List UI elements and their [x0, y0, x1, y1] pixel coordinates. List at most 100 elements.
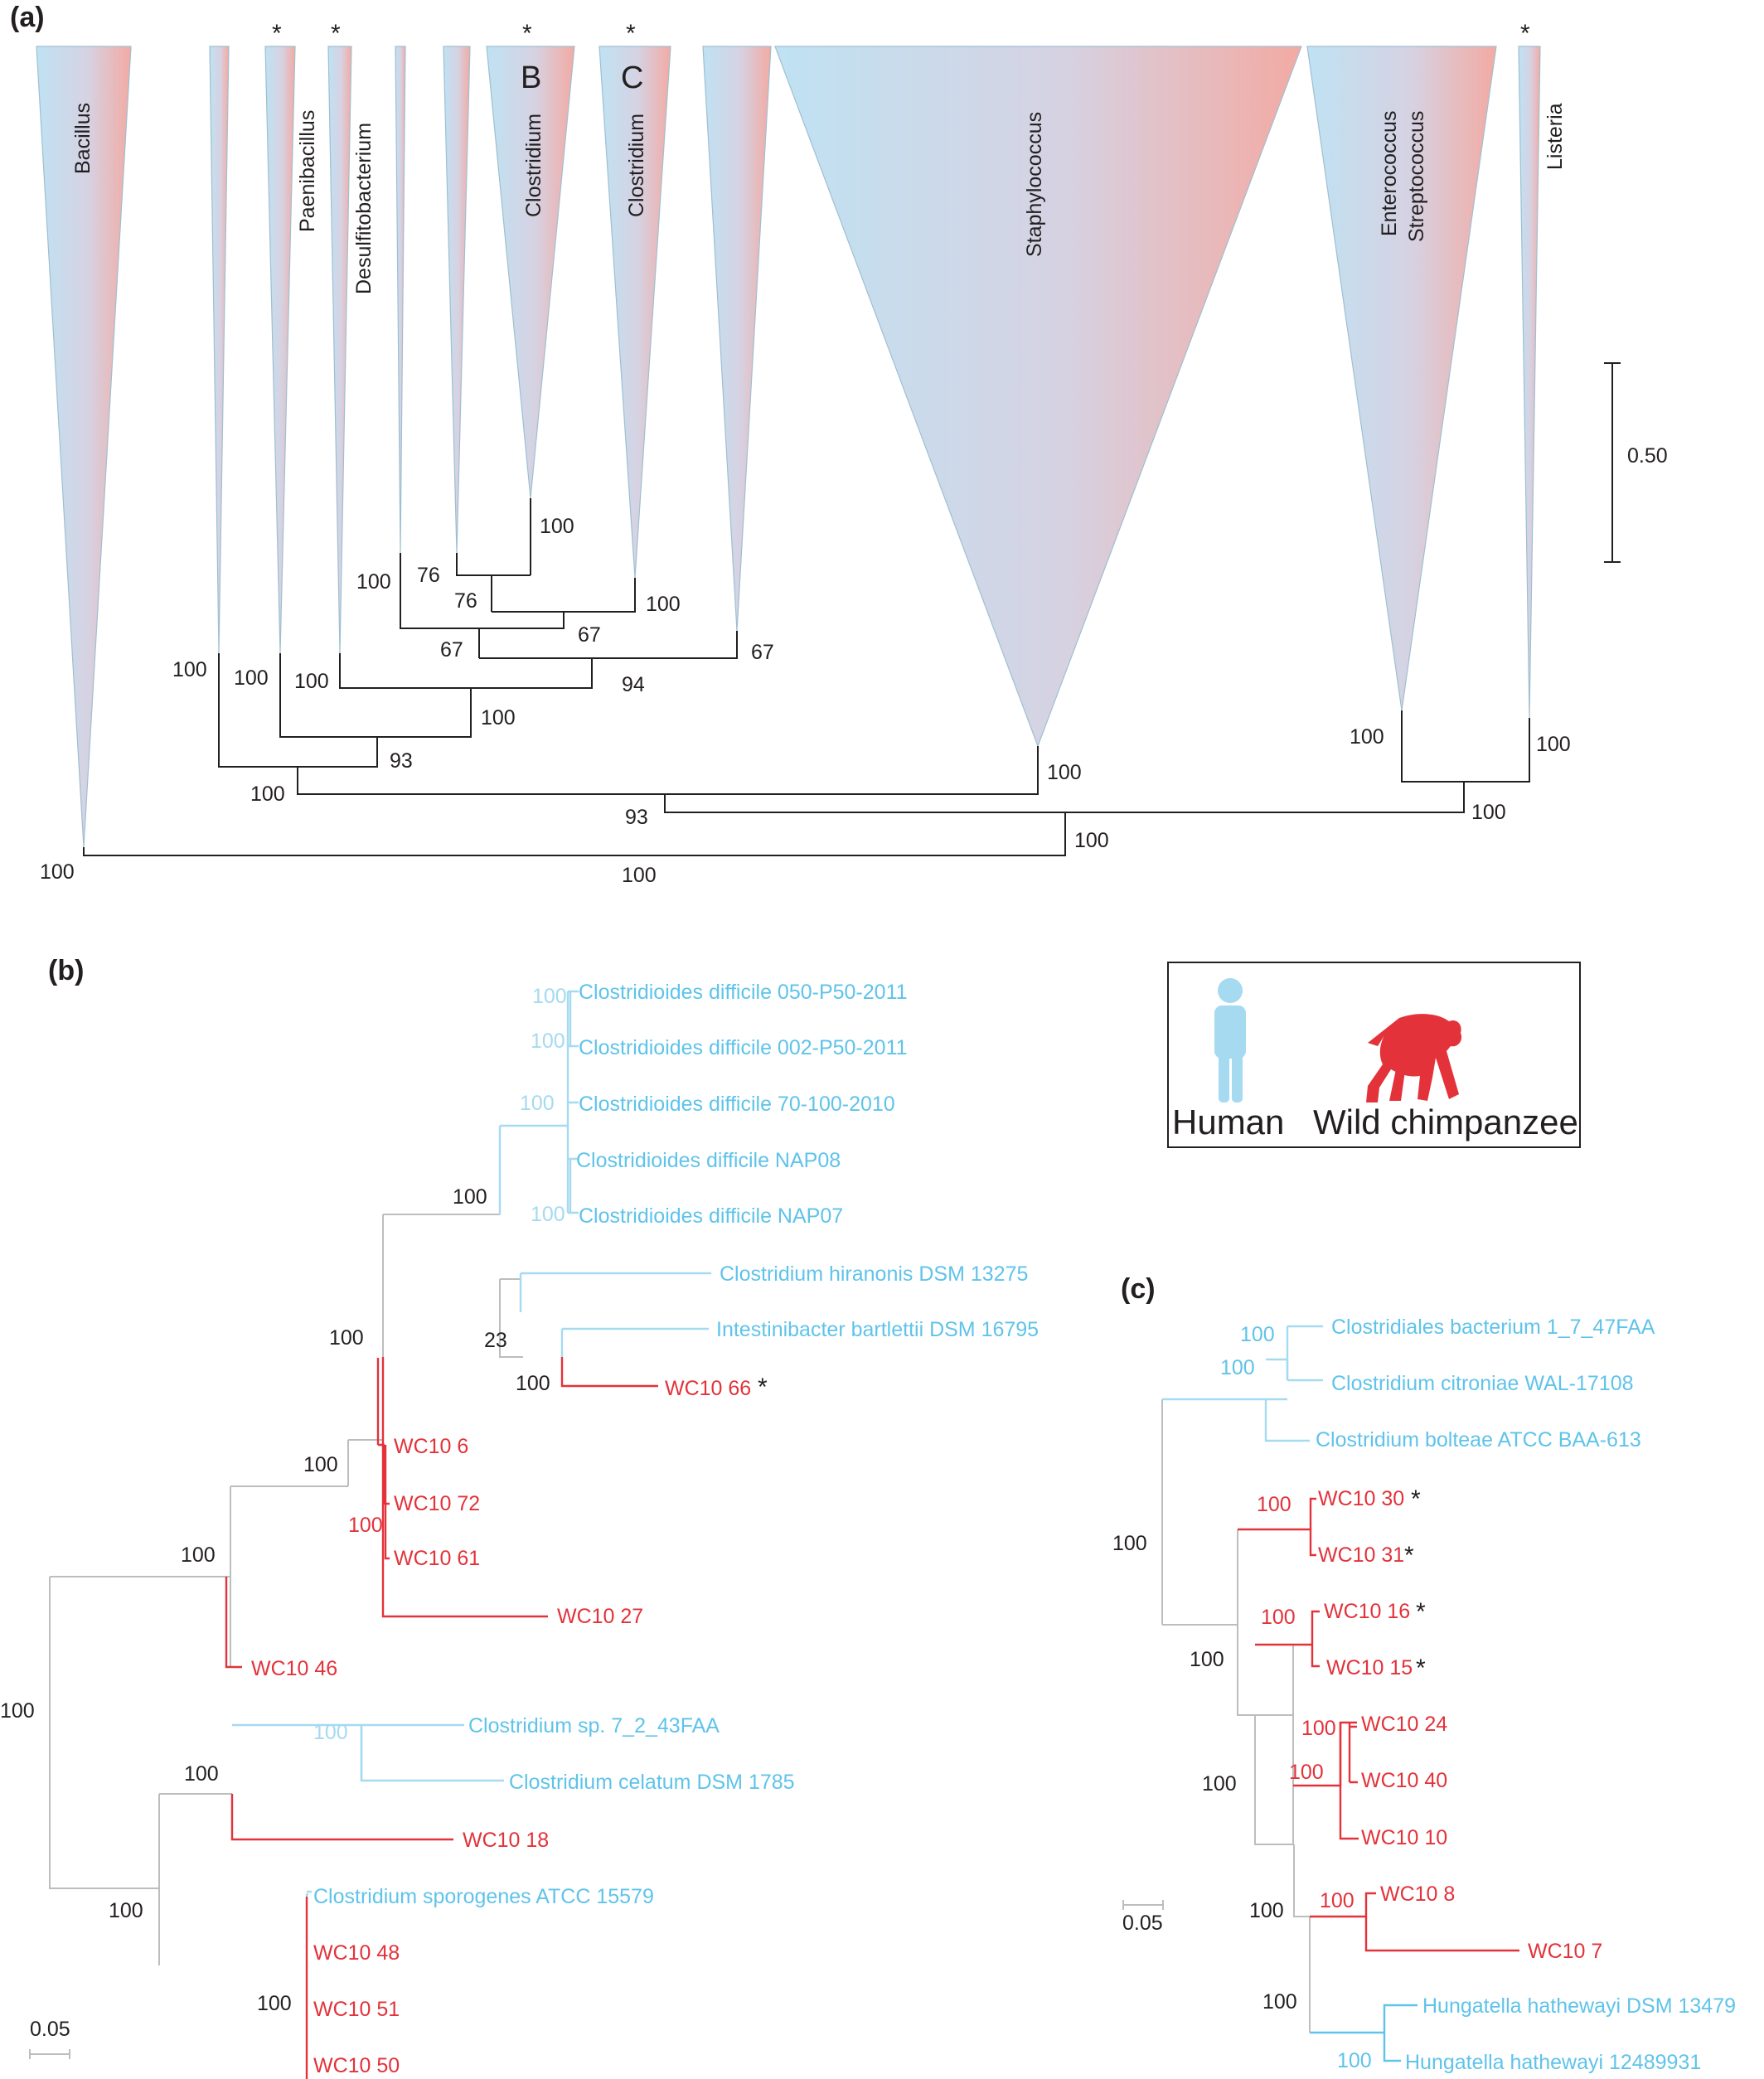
clade-triangles — [36, 46, 1541, 848]
chimpanzee-icon — [1366, 1014, 1462, 1102]
bootstrap-label: 100 — [1249, 1899, 1284, 1922]
legend-chimp-label: Wild chimpanzee — [1313, 1102, 1578, 1141]
panel-c: (c) Clostridiales bacterium 1 — [1112, 1273, 1736, 2074]
bootstrap-label: 100 — [181, 1544, 216, 1567]
tip-label: Clostridioides difficile NAP08 — [576, 1149, 841, 1172]
bootstrap-label: 100 — [1337, 2049, 1372, 2072]
clade-letter-c: C — [621, 61, 643, 95]
tip-label: Intestinibacter bartlettii DSM 16795 — [716, 1318, 1039, 1341]
tip-label: WC10 66 — [665, 1377, 751, 1400]
tree-c-tips: Clostridiales bacterium 1_7_47FAA Clostr… — [1316, 1316, 1736, 2074]
bootstrap-label: 100 — [1536, 733, 1571, 756]
tip-label: Clostridium hiranonis DSM 13275 — [720, 1262, 1028, 1286]
clade-triangle-clostridium-c — [598, 46, 671, 579]
bootstrap-label: 100 — [1257, 1493, 1292, 1516]
bootstrap-label: 67 — [440, 638, 463, 662]
tip-label: Clostridium sporogenes ATCC 15579 — [313, 1885, 654, 1908]
bootstrap-label: 100 — [250, 783, 285, 806]
tip-star: * — [758, 1374, 768, 1401]
bootstrap-label: 100 — [1262, 1990, 1297, 2014]
bootstrap-label: 100 — [532, 985, 567, 1008]
bootstrap-label: 100 — [1350, 725, 1384, 749]
tip-label: WC10 30 — [1318, 1487, 1404, 1510]
tip-label: WC10 48 — [313, 1941, 400, 1965]
bootstrap-label: 100 — [540, 515, 574, 538]
clade-label-bacillus: Bacillus — [71, 103, 94, 174]
bootstrap-label: 100 — [1202, 1772, 1237, 1796]
tip-label: WC10 16 — [1324, 1600, 1410, 1623]
bootstrap-label: 76 — [417, 564, 440, 587]
human-icon — [1214, 978, 1246, 1102]
tree-c-hungatella-branches — [1310, 2004, 1418, 2062]
bootstrap-label: 100 — [1112, 1532, 1147, 1555]
tip-label: WC10 51 — [313, 1998, 400, 2021]
scale-bar-c-label: 0.05 — [1122, 1912, 1163, 1935]
legend-human-label: Human — [1172, 1102, 1284, 1141]
scale-bar-c: 0.05 — [1122, 1900, 1164, 1935]
bootstrap-label: 100 — [109, 1899, 143, 1922]
bootstrap-label: 100 — [516, 1372, 550, 1395]
tip-label: Clostridium citroniae WAL-17108 — [1331, 1372, 1634, 1395]
star-listeria: * — [1520, 20, 1530, 47]
bootstrap-label: 100 — [531, 1030, 565, 1053]
bootstrap-label: 76 — [454, 589, 477, 613]
bootstrap-label: 100 — [348, 1514, 383, 1537]
clade-triangle-bacillus — [36, 46, 132, 848]
scale-bar-a: 0.50 — [1604, 362, 1668, 563]
tip-label: WC10 46 — [251, 1657, 337, 1680]
bootstrap-label: 100 — [1220, 1356, 1255, 1379]
clade-label-paenibacillus: Paenibacillus — [296, 110, 319, 232]
bootstrap-label: 100 — [1471, 801, 1506, 824]
tip-label: WC10 10 — [1361, 1826, 1447, 1849]
tree-b-backbone — [49, 1214, 523, 1965]
clade-triangle-enterococcus — [1306, 46, 1497, 711]
bootstrap-label: 100 — [1261, 1606, 1296, 1629]
tip-label: WC10 31 — [1318, 1544, 1404, 1567]
bootstrap-label: 100 — [40, 860, 75, 884]
bootstrap-label: 23 — [484, 1329, 507, 1352]
bootstrap-label: 67 — [578, 623, 601, 647]
clade-label-listeria: Listeria — [1544, 103, 1567, 170]
clade-triangle-desulfitobacterium — [327, 46, 352, 654]
clade-label-streptococcus: Streptococcus — [1405, 111, 1428, 242]
bootstrap-label: 67 — [751, 641, 774, 664]
tip-star: * — [1416, 1655, 1426, 1682]
bootstrap-label: 100 — [481, 706, 516, 729]
tip-label: Clostridioides difficile NAP07 — [579, 1204, 843, 1228]
tip-label: WC10 40 — [1361, 1769, 1447, 1792]
bootstrap-label: 100 — [184, 1762, 219, 1786]
scale-bar-b: 0.05 — [29, 2018, 70, 2059]
bootstrap-label: 100 — [329, 1326, 364, 1350]
panel-a: (a) Bacillus Paenibacillus Desulfitobact… — [10, 2, 1668, 887]
tip-label: WC10 8 — [1380, 1883, 1455, 1906]
bootstrap-label: 100 — [172, 658, 207, 681]
clade-triangle-5 — [395, 46, 406, 554]
bootstrap-label: 100 — [257, 1992, 292, 2015]
tree-b-chimp-branches — [225, 1357, 658, 2079]
bootstrap-label: 100 — [356, 570, 391, 594]
star-desulfitobacterium: * — [331, 20, 341, 47]
bootstrap-label: 93 — [625, 806, 648, 829]
tip-star: * — [1411, 1485, 1421, 1513]
tip-label: WC10 7 — [1528, 1940, 1602, 1963]
tip-label: WC10 15 — [1326, 1656, 1413, 1679]
tip-label: WC10 24 — [1361, 1713, 1447, 1736]
bootstrap-label: 100 — [1240, 1323, 1275, 1346]
clade-label-clostridium-b: Clostridium — [522, 114, 545, 217]
tip-label: Hungatella hathewayi 12489931 — [1405, 2051, 1701, 2074]
clade-triangle-2 — [209, 46, 230, 654]
bootstrap-label: 100 — [453, 1185, 487, 1209]
panel-c-label: (c) — [1121, 1273, 1156, 1305]
tip-label: Clostridium sp. 7_2_43FAA — [468, 1714, 720, 1737]
bootstrap-label: 100 — [303, 1453, 338, 1476]
tree-b-tips: Clostridioides difficile 050-P50-2011 Cl… — [251, 981, 1039, 2077]
tree-c-human-branches — [1162, 1325, 1323, 1442]
clade-triangle-clostridium-b — [486, 46, 575, 499]
bootstrap-label: 94 — [622, 673, 645, 696]
bootstrap-label: 100 — [294, 670, 329, 693]
bootstrap-label: 100 — [1289, 1761, 1324, 1784]
panel-b: (b) — [0, 955, 1039, 2079]
tip-label: Clostridioides difficile 70-100-2010 — [579, 1093, 895, 1116]
star-clostridium-b: * — [522, 20, 532, 47]
